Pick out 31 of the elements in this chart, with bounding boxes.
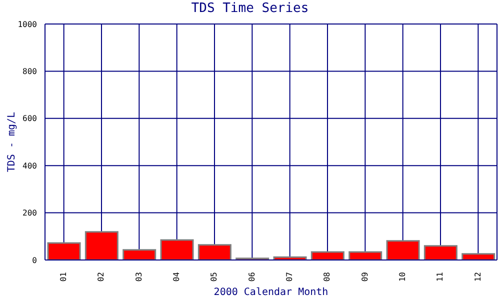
y-tick-label: 0 (32, 256, 38, 265)
x-tick-label: 06 (247, 272, 256, 282)
x-tick-label: 09 (360, 272, 370, 282)
bar (348, 251, 382, 260)
y-tick-label: 200 (22, 208, 38, 218)
x-tick-label: 12 (473, 272, 482, 282)
y-tick-label: 600 (22, 114, 38, 124)
x-tick-label: 08 (322, 272, 332, 282)
bar (310, 251, 344, 260)
bar (47, 242, 81, 260)
y-axis-title: TDS - mg/L (6, 112, 18, 172)
x-tick-label: 05 (210, 272, 219, 282)
x-tick-label: 01 (59, 272, 68, 282)
x-tick-label: 07 (285, 272, 294, 282)
x-tick-label: 02 (96, 272, 106, 282)
bar (84, 231, 118, 260)
bar (198, 244, 232, 260)
x-tick-label: 04 (172, 272, 182, 282)
chart-title: TDS Time Series (190, 1, 310, 16)
bar (462, 253, 496, 260)
x-tick-label: 11 (436, 272, 445, 282)
x-axis-title: 2000 Calendar Month (212, 287, 330, 298)
x-tick-label: 10 (398, 272, 408, 282)
y-tick-label: 400 (22, 161, 38, 170)
bar (424, 245, 458, 260)
bar (386, 240, 420, 260)
bar (160, 239, 194, 260)
y-tick-label: 1000 (18, 20, 38, 29)
x-tick-label: 03 (134, 272, 144, 282)
bar (122, 249, 156, 260)
y-tick-label: 800 (22, 67, 38, 76)
